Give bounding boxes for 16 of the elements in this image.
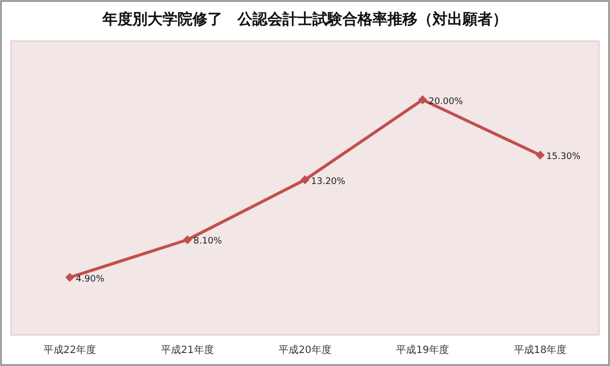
chart-title: 年度別大学院修了 公認会計士試験合格率推移（対出願者）	[102, 10, 508, 28]
data-label: 15.30%	[546, 152, 581, 162]
point	[418, 95, 428, 104]
x-tick-label: 平成18年度	[514, 344, 567, 356]
data-label: 4.90%	[76, 274, 105, 284]
x-tick-label: 平成20年度	[278, 344, 332, 356]
data-label: 8.10%	[193, 236, 222, 247]
data-label: 13.20%	[311, 176, 346, 187]
x-tick-label: 平成19年度	[396, 344, 449, 356]
point	[182, 235, 192, 244]
point	[536, 150, 545, 160]
x-tick-label: 平成22年度	[43, 344, 96, 356]
point	[300, 175, 310, 184]
x-tick-label: 平成21年度	[161, 344, 214, 356]
point	[65, 272, 74, 282]
data-label: 20.00%	[428, 96, 464, 107]
